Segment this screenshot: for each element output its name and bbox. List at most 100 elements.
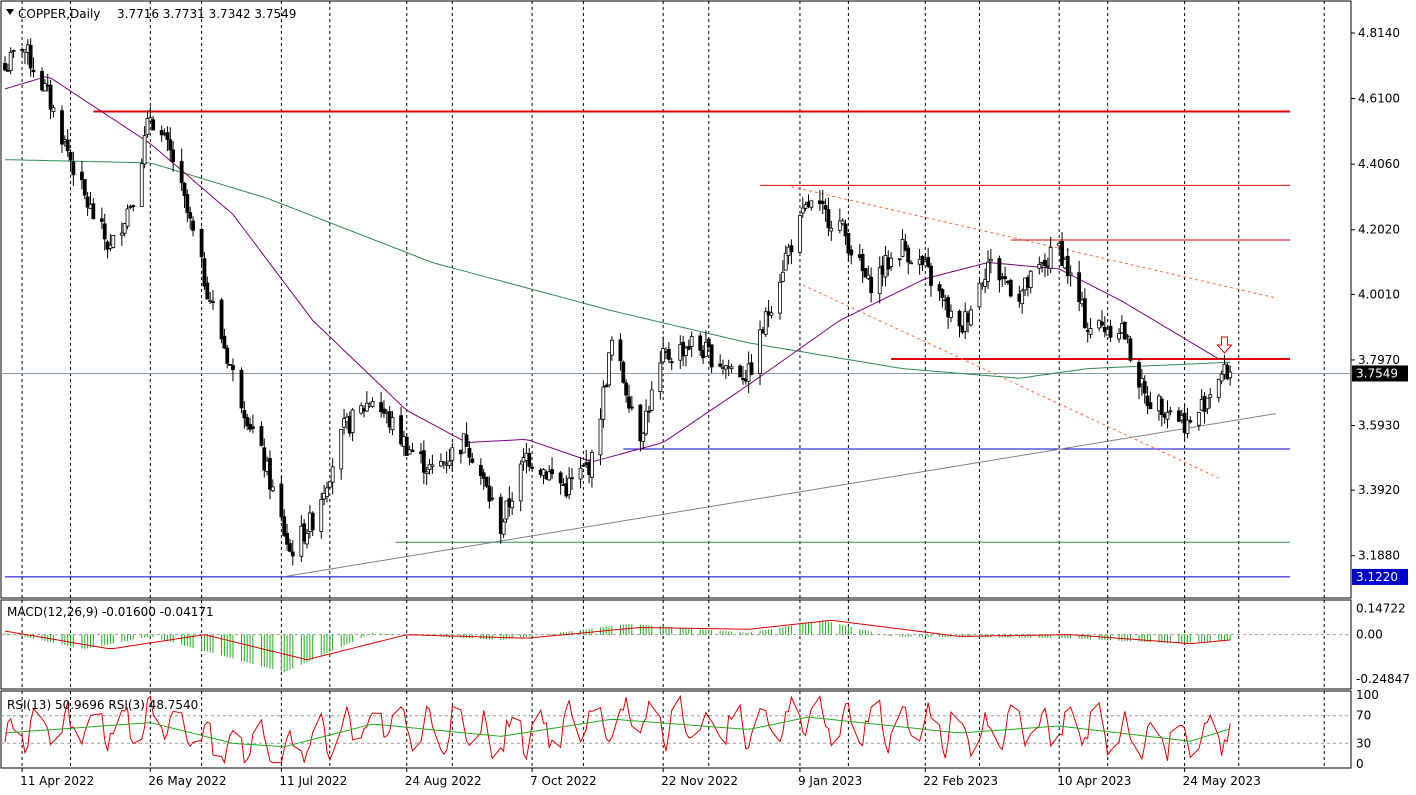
candle-body	[684, 347, 688, 356]
candle-body	[1077, 272, 1082, 303]
candle-body	[28, 44, 33, 69]
candle-body	[1082, 298, 1087, 328]
candle-body	[208, 299, 213, 302]
candle-body	[1100, 321, 1104, 326]
candle-body	[421, 450, 426, 473]
candle-body	[8, 52, 13, 71]
candle-body	[80, 171, 84, 181]
candle-body	[342, 418, 346, 428]
candle-body	[738, 365, 743, 378]
candle-body	[222, 335, 227, 349]
candle-body	[709, 344, 714, 368]
candle-body	[239, 369, 244, 409]
candlesticks	[3, 38, 1233, 566]
trendline[interactable]	[284, 413, 1276, 578]
macd-signal-line	[4, 619, 1231, 661]
candle-body	[427, 463, 432, 470]
candle-body	[547, 471, 552, 481]
candle-body	[327, 481, 332, 488]
candle-body	[410, 449, 415, 452]
candle-body	[729, 366, 734, 369]
time-label: 22 Feb 2023	[923, 774, 998, 788]
candle-body	[769, 312, 774, 316]
price-tick-label: 4.4060	[1358, 157, 1400, 171]
candle-body	[1142, 381, 1147, 394]
candle-body	[82, 179, 87, 196]
candle-body	[501, 521, 506, 535]
candle-body	[441, 461, 446, 464]
candle-body	[1159, 398, 1164, 416]
candle-body	[122, 223, 127, 234]
candle-body	[1028, 270, 1033, 288]
candle-body	[145, 117, 150, 135]
candle-body	[510, 500, 515, 509]
candle-body	[849, 249, 854, 256]
candle-body	[758, 329, 762, 374]
rsi13-line	[4, 716, 1231, 748]
candle-body	[245, 417, 250, 427]
symbol-label: COPPER,Daily	[18, 7, 100, 21]
macd-panel[interactable]	[0, 599, 1352, 690]
candle-body	[68, 151, 73, 161]
candle-body	[424, 471, 429, 474]
macd-tick-label: -0.24847	[1356, 672, 1410, 686]
channel-line[interactable]	[802, 284, 1219, 479]
candle-body	[11, 50, 16, 52]
candle-body	[609, 339, 614, 356]
candle-body	[903, 241, 908, 251]
candle-body	[1048, 246, 1053, 269]
candle-body	[518, 463, 523, 502]
candle-body	[48, 84, 53, 110]
candle-body	[641, 432, 646, 442]
ohlc-values: 3.7716 3.7731 3.7342 3.7549	[117, 7, 296, 21]
price-panel[interactable]	[0, 0, 1352, 599]
candle-body	[1068, 272, 1073, 276]
candle-body	[168, 139, 173, 151]
candle-body	[185, 194, 190, 213]
candle-body	[846, 233, 851, 254]
candle-body	[988, 259, 993, 262]
candle-body	[350, 409, 355, 433]
candle-body	[305, 533, 309, 545]
candle-body	[789, 245, 794, 253]
candle-body	[1165, 411, 1170, 420]
candle-body	[570, 477, 574, 480]
candle-body	[860, 253, 865, 272]
sma-slow-line	[4, 159, 1231, 379]
candle-body	[191, 220, 195, 231]
time-label: 26 May 2022	[148, 774, 226, 788]
candle-body	[627, 396, 631, 409]
candle-body	[1108, 325, 1113, 338]
candle-body	[578, 467, 583, 480]
rsi-indicator: 100 70 30 0	[1, 688, 1379, 771]
candle-body	[689, 336, 694, 347]
candle-body	[151, 119, 156, 131]
candle-body	[644, 410, 648, 435]
candle-body	[302, 523, 307, 542]
candle-body	[527, 453, 532, 467]
candle-body	[259, 426, 264, 446]
candle-body	[125, 208, 130, 227]
time-label: 9 Jan 2023	[798, 774, 862, 788]
candle-body	[698, 335, 703, 351]
price-tick-label: 4.8140	[1358, 26, 1400, 40]
down-arrow-icon	[1216, 336, 1233, 354]
candle-body	[42, 83, 47, 92]
candle-body	[270, 486, 275, 492]
candle-body	[1060, 241, 1064, 266]
candle-body	[1088, 328, 1093, 335]
candle-body	[778, 281, 782, 314]
candle-body	[550, 469, 554, 475]
candle-body	[142, 135, 147, 165]
candle-body	[139, 163, 144, 207]
dropdown-triangle-icon[interactable]	[6, 9, 14, 15]
rsi-label: RSI(13) 50.9696 RSI(3) 48.7540	[7, 698, 198, 712]
moving-averages	[4, 76, 1231, 463]
candle-body	[1205, 397, 1210, 410]
candle-body	[704, 341, 708, 357]
candle-body	[285, 532, 289, 545]
candle-body	[330, 466, 335, 483]
candle-body	[199, 228, 204, 258]
candle-body	[1037, 263, 1042, 269]
